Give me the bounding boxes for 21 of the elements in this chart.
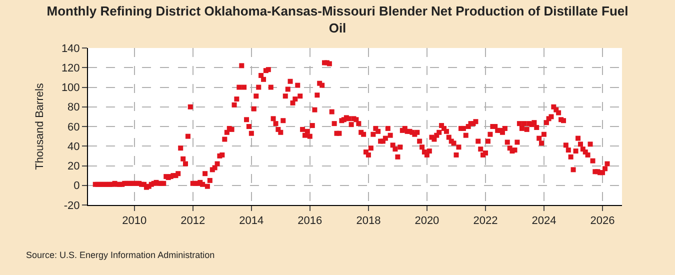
x-tick-label: 2020 (414, 215, 440, 228)
x-tick-label: 2022 (473, 215, 498, 228)
x-tick-label: 2012 (180, 215, 206, 228)
chart-title: Monthly Refining District Oklahoma-Kansas-Missouri Blender Net Production of Distillate Fuel Oil (46, 4, 628, 36)
y-tick-label: 60 (68, 121, 80, 134)
y-tick-label: 20 (68, 160, 80, 173)
x-tick-label: 2018 (356, 215, 381, 228)
y-tick-label: 0 (74, 180, 80, 192)
y-tick-label: 120 (61, 62, 80, 74)
x-tick-label: 2026 (590, 215, 615, 228)
y-tick-label: -20 (64, 200, 80, 212)
y-tick-label: 100 (61, 82, 80, 94)
x-tick-label: 2014 (239, 215, 264, 228)
y-tick-label: 80 (68, 102, 80, 114)
y-axis-title: Thousand Barrels (34, 82, 46, 170)
y-tick-label: 140 (61, 42, 80, 55)
y-tick-label: 40 (68, 140, 80, 153)
source-note: Source: U.S. Energy Information Administration (26, 250, 215, 260)
x-tick-label: 2024 (532, 215, 556, 228)
x-tick-label: 2010 (122, 215, 147, 228)
x-tick-label: 2016 (298, 215, 322, 228)
